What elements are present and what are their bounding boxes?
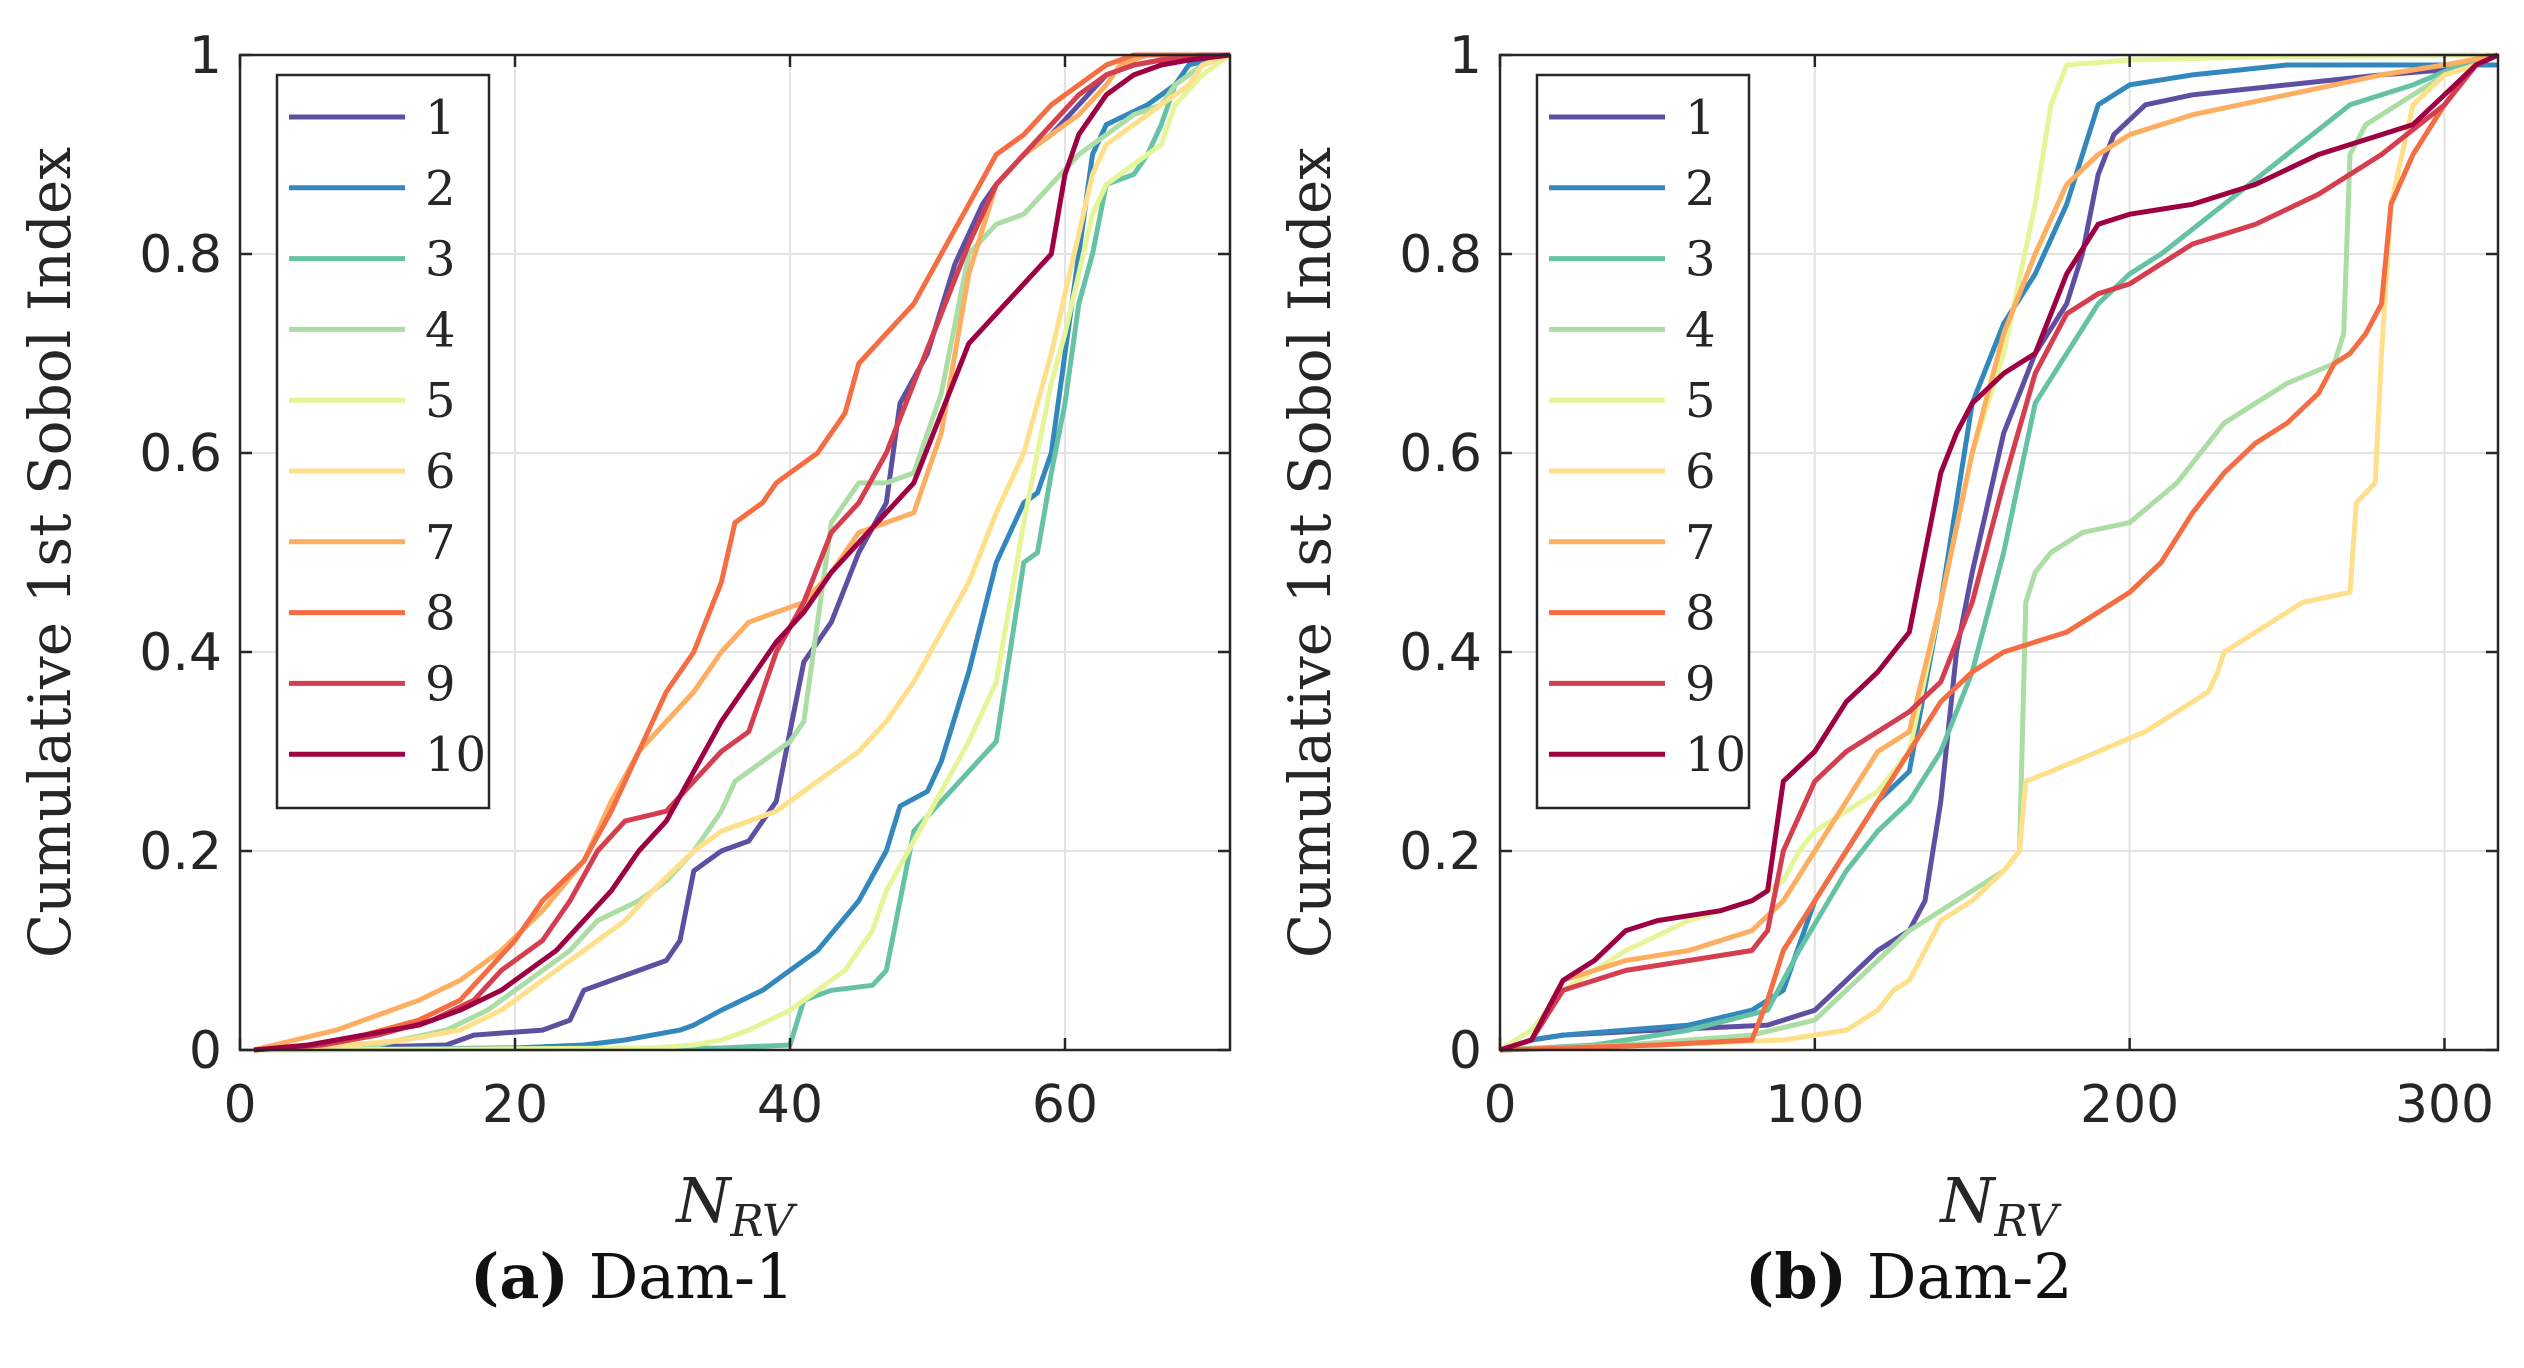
panel-b-xlabel-main: N	[1938, 1164, 1997, 1237]
panel-a-legend-label-9: 9	[425, 656, 456, 712]
panel-b-ytick-label: 0.6	[1399, 424, 1482, 484]
panel-a-legend-label-1: 1	[425, 90, 456, 146]
panel-a-ytick-label: 0.6	[139, 424, 222, 484]
panel-a-ytick-label: 0.4	[139, 623, 222, 683]
panel-b-xlabel: NRV	[1938, 1164, 2062, 1247]
panel-b-legend-label-8: 8	[1685, 586, 1716, 642]
panel-b-xtick-label: 300	[2395, 1075, 2494, 1135]
panel-b-series-line-7	[1499, 52, 2499, 1053]
panel-b-chart: 0 100 200 300 0 0.2 0.4 0.6 0.8 1 NRV Cumulative 1s…	[1276, 26, 2500, 1247]
panel-b-series-line-9	[1499, 52, 2500, 1053]
panel-a-legend-label-10: 10	[425, 727, 486, 783]
panel-a-ylabel: Cumulative 1st Sobol Index	[16, 147, 84, 958]
panel-a-xtick-label: 0	[223, 1075, 256, 1135]
panel-b-series-line-8	[1499, 52, 2500, 1053]
panel-b-legend-label-3: 3	[1685, 232, 1716, 288]
panel-b-xlabel-sub: RV	[1993, 1196, 2062, 1247]
panel-a-legend: 1 2 3 4 5 6 7 8 9 10	[275, 73, 491, 810]
panel-a-xlabel-sub: RV	[729, 1196, 798, 1247]
panel-b-ytick-label: 0	[1449, 1021, 1482, 1081]
panel-b-legend-label-5: 5	[1685, 373, 1716, 429]
panel-a-series-line-9	[253, 52, 1230, 1053]
panel-b-legend-label-10: 10	[1685, 727, 1746, 783]
panel-b-caption-text: Dam-2	[1866, 1240, 2073, 1313]
panel-a-xlabel: NRV	[674, 1164, 798, 1247]
panel-a-series-line-5	[253, 52, 1232, 1053]
panel-a-legend-label-3: 3	[425, 232, 456, 288]
panel-a-series-line-7	[253, 52, 1230, 1053]
panel-b-xtick-label: 200	[2080, 1075, 2179, 1135]
panel-a-label: (a)	[470, 1240, 569, 1313]
panel-a-axes-box	[238, 53, 1232, 1052]
panel-b-ytick-label: 1	[1449, 26, 1482, 86]
panel-b-ytick-label: 0.8	[1399, 225, 1482, 285]
panel-a-caption: (a) Dam-1	[470, 1240, 794, 1313]
panel-a-series-line-6	[253, 52, 1231, 1053]
panel-b-legend-label-7: 7	[1685, 515, 1716, 571]
panel-a-series-line-4	[253, 52, 1231, 1053]
panel-b-series-line-6	[1499, 52, 2500, 1053]
panel-b-label: (b)	[1745, 1240, 1848, 1313]
panel-b-xtick-label: 100	[1765, 1075, 1864, 1135]
panel-b-legend-label-6: 6	[1685, 444, 1716, 500]
panel-a-legend-box	[275, 73, 491, 810]
panel-b-series-line-5	[1498, 52, 2499, 1053]
panel-a-legend-label-6: 6	[425, 444, 456, 500]
panel-b-series-line-10	[1499, 52, 2500, 1053]
panel-a-legend-label-5: 5	[425, 373, 456, 429]
panel-a-ytick-label: 0.8	[139, 225, 222, 285]
panel-a-series-line-1	[253, 52, 1230, 1053]
panel-b-series-line-4	[1499, 52, 2500, 1053]
panel-b-caption: (b) Dam-2	[1745, 1240, 2073, 1313]
panel-b-legend-label-1: 1	[1685, 90, 1716, 146]
panel-b-legend-label-4: 4	[1685, 302, 1716, 358]
panel-b-legend-box	[1535, 73, 1751, 810]
panel-b-legend-label-9: 9	[1685, 656, 1716, 712]
panel-a-xtick-label: 20	[482, 1075, 548, 1135]
panel-b-axes-box	[1498, 53, 2500, 1052]
panel-a-legend-label-8: 8	[425, 586, 456, 642]
panel-b-ylabel: Cumulative 1st Sobol Index	[1276, 147, 1344, 958]
panel-b-ytick-label: 0.2	[1399, 822, 1482, 882]
panel-a-legend-label-7: 7	[425, 515, 456, 571]
panel-a-legend-label-4: 4	[425, 302, 456, 358]
panel-a-ytick-label: 0	[189, 1021, 222, 1081]
panel-b-ytick-label: 0.4	[1399, 623, 1482, 683]
panel-a-ytick-label: 0.2	[139, 822, 222, 882]
panel-a-chart: 0 20 40 60 0 0.2 0.4 0.6 0.8 1 NRV Cumulative 1st S…	[16, 26, 1232, 1247]
panel-b-xtick-label: 0	[1483, 1075, 1516, 1135]
panel-b-legend: 1 2 3 4 5 6 7 8 9 10	[1535, 73, 1751, 810]
panel-a-ytick-label: 1	[189, 26, 222, 86]
panel-a-series-line-8	[253, 52, 1230, 1053]
panel-a-legend-label-2: 2	[425, 161, 456, 217]
panel-a-xlabel-main: N	[674, 1164, 733, 1237]
panel-b-series-line-1	[1499, 62, 2498, 1053]
panel-a-xtick-label: 40	[757, 1075, 823, 1135]
panel-b-legend-label-2: 2	[1685, 161, 1716, 217]
panel-b-series-line-3	[1499, 52, 2499, 1053]
panel-a-series-line-10	[253, 52, 1231, 1053]
panel-a-caption-text: Dam-1	[588, 1240, 795, 1313]
panel-a-xtick-label: 60	[1032, 1075, 1098, 1135]
